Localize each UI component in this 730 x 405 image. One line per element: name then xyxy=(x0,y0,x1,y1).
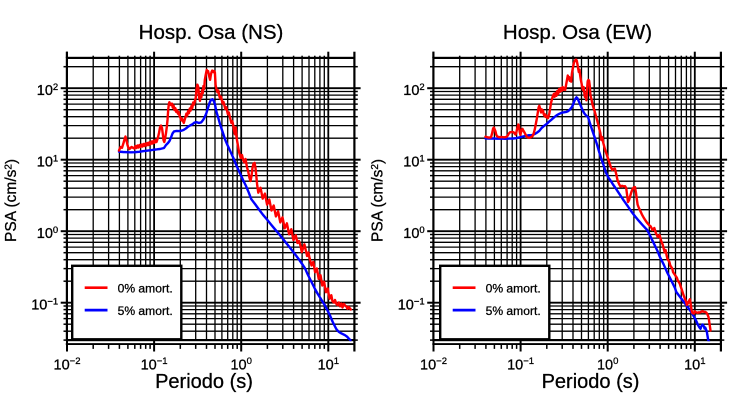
svg-text:5% amort.: 5% amort. xyxy=(486,304,541,318)
svg-text:101: 101 xyxy=(318,356,339,373)
svg-text:PSA (cm/s2): PSA (cm/s2) xyxy=(369,159,386,242)
svg-text:Periodo (s): Periodo (s) xyxy=(155,371,253,393)
svg-text:10−1: 10−1 xyxy=(507,356,534,373)
svg-text:0% amort.: 0% amort. xyxy=(486,281,541,295)
svg-text:Periodo (s): Periodo (s) xyxy=(542,371,640,393)
svg-text:Hosp. Osa (EW): Hosp. Osa (EW) xyxy=(503,21,652,44)
svg-text:PSA (cm/s2): PSA (cm/s2) xyxy=(3,159,20,242)
svg-text:101: 101 xyxy=(684,356,705,373)
svg-text:5% amort.: 5% amort. xyxy=(118,304,173,318)
svg-text:Hosp. Osa (NS): Hosp. Osa (NS) xyxy=(139,21,284,44)
svg-text:0% amort.: 0% amort. xyxy=(118,281,173,295)
